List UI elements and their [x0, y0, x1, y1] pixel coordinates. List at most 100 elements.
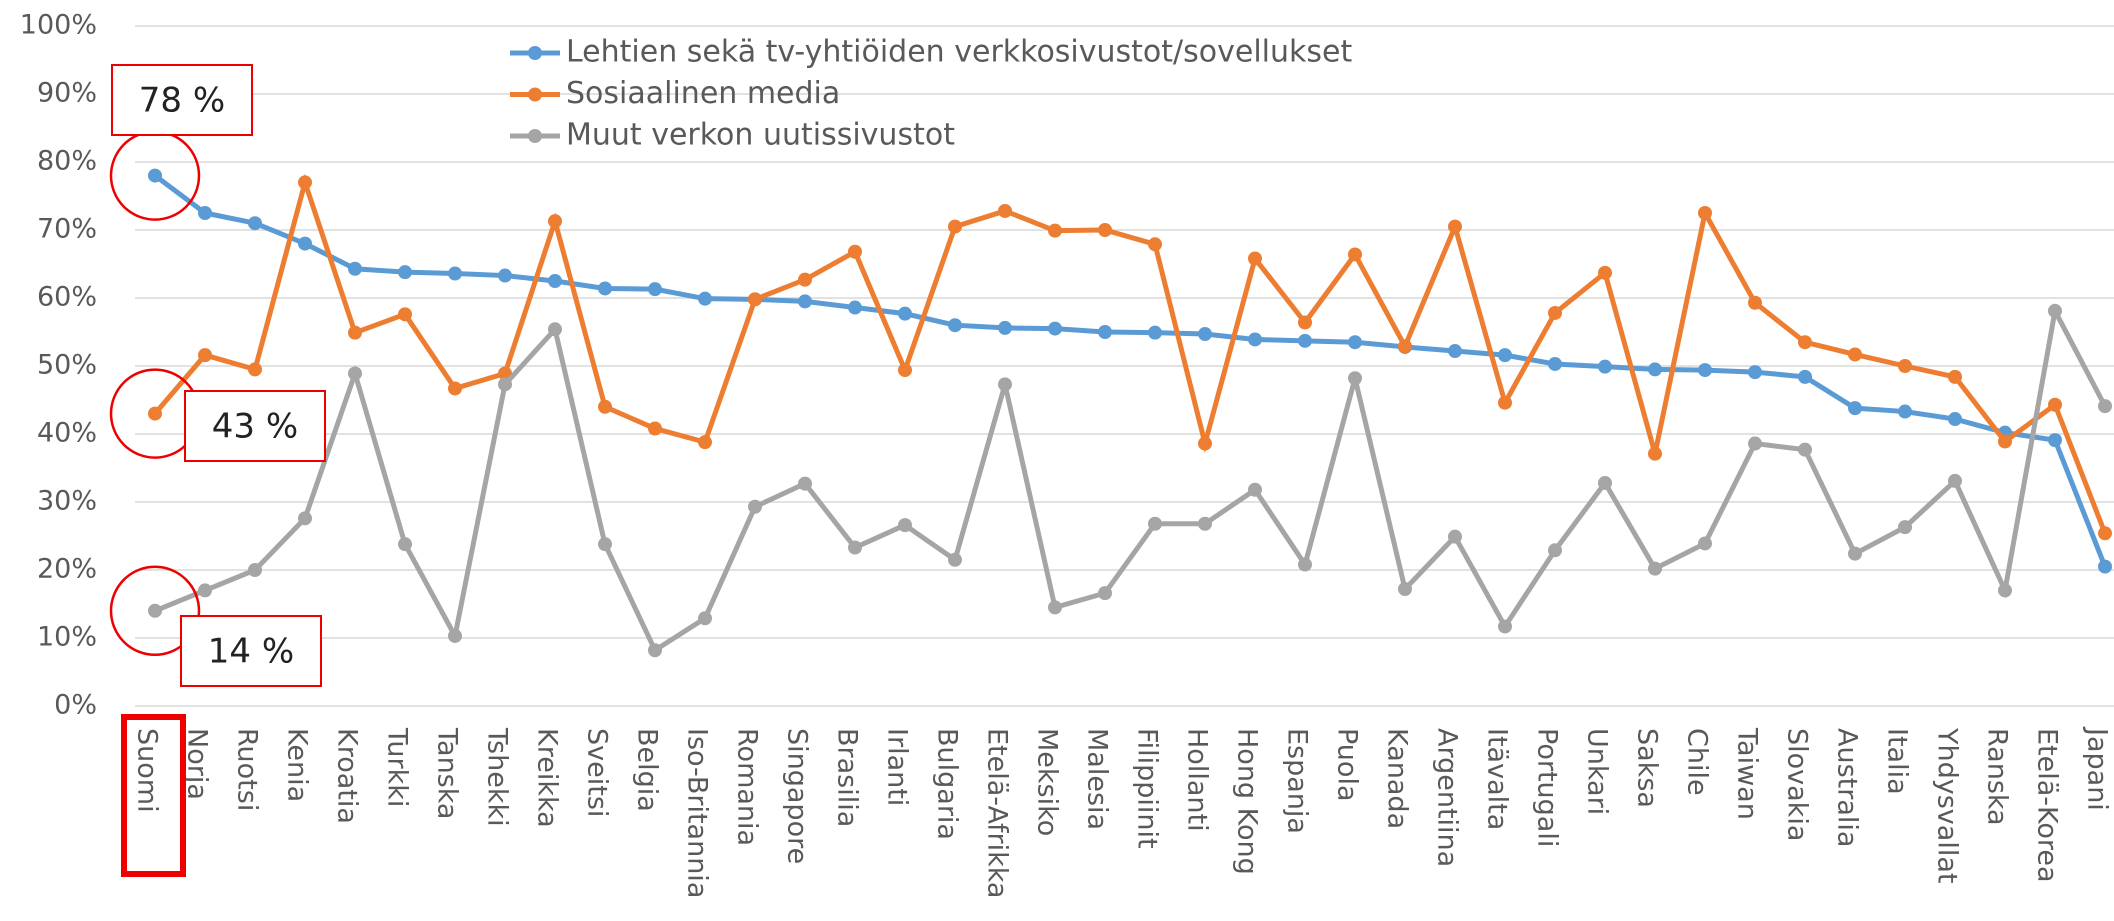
data-point	[698, 435, 712, 450]
annotation: 78 %	[139, 81, 225, 121]
x-tick-label: Italia	[1882, 728, 1913, 795]
data-point	[1448, 219, 1462, 234]
data-point	[1098, 223, 1112, 237]
data-point	[1298, 333, 1312, 348]
x-tick-label: Brasilia	[832, 728, 863, 827]
data-point	[1448, 529, 1462, 544]
x-tick-label: Kanada	[1382, 728, 1413, 829]
x-tick-label: Turkki	[382, 727, 413, 807]
x-tick-label: Malesia	[1082, 728, 1113, 830]
data-point	[298, 236, 312, 251]
data-point	[1598, 265, 1612, 280]
data-point	[1548, 356, 1562, 371]
data-point	[548, 322, 562, 337]
data-point	[1098, 586, 1112, 601]
data-point	[1598, 359, 1612, 374]
data-point	[1698, 536, 1712, 551]
x-tick-label: Belgia	[632, 728, 663, 812]
y-tick-label: 10%	[37, 622, 97, 653]
data-point	[1048, 321, 1062, 336]
legend-marker	[528, 129, 542, 143]
data-point	[1798, 335, 1812, 350]
data-point	[298, 511, 312, 526]
y-tick-label: 0%	[54, 690, 97, 721]
data-point	[1848, 401, 1862, 416]
legend-marker	[528, 46, 542, 60]
data-point	[948, 318, 962, 333]
data-point	[798, 294, 812, 309]
x-tick-label: Hong Kong	[1232, 728, 1263, 875]
x-tick-label: Etelä-Afrikka	[982, 728, 1013, 898]
x-tick-label: Itävalta	[1482, 728, 1513, 830]
annotation-box	[180, 615, 322, 687]
x-tick-label: Iso-Britannia	[682, 728, 713, 898]
data-point	[2048, 433, 2062, 448]
x-tick-label: Portugali	[1532, 728, 1563, 847]
x-tick-label: Yhdysvallat	[1932, 727, 1963, 883]
data-point	[598, 537, 612, 552]
y-tick-label: 60%	[37, 282, 97, 313]
x-tick-label: Meksiko	[1032, 728, 1063, 836]
x-tick-label: Tshekki	[482, 727, 513, 827]
data-point	[1848, 347, 1862, 362]
data-point	[648, 421, 662, 436]
series-line	[154, 303, 2108, 654]
data-point	[1248, 251, 1262, 266]
data-point	[648, 643, 662, 658]
data-point	[998, 320, 1012, 335]
data-point	[848, 300, 862, 315]
x-tick-label: Sveitsi	[582, 728, 613, 817]
data-point	[1798, 369, 1812, 384]
data-point	[1198, 436, 1212, 451]
data-point	[1748, 295, 1762, 310]
x-tick-label: Ruotsi	[232, 728, 263, 811]
data-point	[548, 274, 562, 288]
data-point	[298, 175, 312, 190]
y-tick-label: 100%	[20, 10, 97, 41]
data-point	[498, 268, 512, 283]
data-point	[1048, 223, 1062, 238]
data-point	[1998, 434, 2012, 449]
data-point	[1248, 332, 1262, 347]
x-tick-label: Chile	[1682, 728, 1713, 796]
x-tick-label: Romania	[732, 728, 763, 846]
series-line	[153, 173, 2108, 568]
data-point	[1598, 475, 1612, 490]
data-point	[1448, 344, 1462, 359]
data-point	[1398, 339, 1412, 354]
x-tick-label: Filippiinit	[1132, 728, 1163, 849]
data-point	[1198, 327, 1212, 342]
data-point	[1498, 348, 1512, 363]
data-point	[248, 216, 262, 231]
data-point	[248, 362, 262, 377]
data-point	[1048, 600, 1062, 615]
x-tick-label: Saksa	[1632, 728, 1663, 808]
data-point	[998, 377, 1012, 392]
legend-label: Lehtien sekä tv-yhtiöiden verkkosivustot…	[566, 35, 1352, 70]
data-point	[848, 540, 862, 555]
data-point	[1298, 315, 1312, 330]
y-tick-label: 20%	[37, 554, 97, 585]
x-tick-label: Kreikka	[532, 728, 563, 828]
data-point	[698, 291, 712, 306]
data-point	[1348, 247, 1362, 262]
x-tick-label: Espanja	[1282, 728, 1313, 834]
x-tick-label: Unkari	[1582, 728, 1613, 815]
x-tick-label: Argentiina	[1432, 728, 1463, 867]
x-tick-label: Singapore	[782, 728, 813, 864]
y-tick-label: 30%	[37, 486, 97, 517]
data-point	[1998, 583, 2012, 598]
y-tick-label: 50%	[37, 350, 97, 381]
x-tick-label: Slovakia	[1782, 728, 1813, 841]
x-tick-label: Japani	[2082, 726, 2113, 811]
data-point	[498, 377, 512, 392]
data-point	[348, 366, 362, 381]
x-tick-label: Australia	[1832, 728, 1863, 847]
data-point	[798, 476, 812, 491]
data-point	[348, 325, 362, 340]
x-tick-label: Suomi	[132, 728, 163, 813]
data-point	[948, 552, 962, 567]
data-point	[548, 214, 562, 229]
legend-marker	[528, 87, 542, 102]
